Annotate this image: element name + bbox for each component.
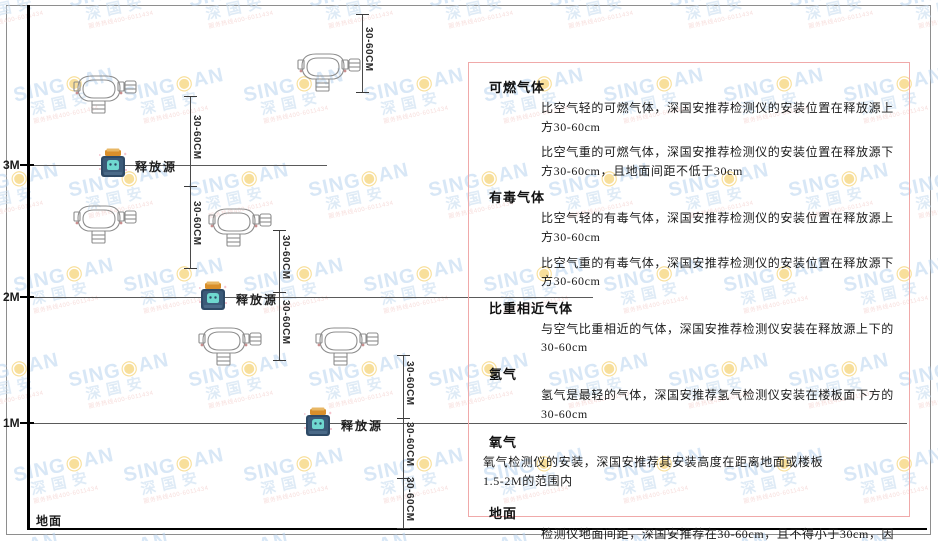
guidance-section: 氢气氢气是最轻的气体，深国安推荐氢气检测仪安装在楼板面下方的30-60cm <box>483 364 895 423</box>
guidance-section-title: 氧气 <box>489 435 518 451</box>
dimension-tick <box>273 292 286 293</box>
level-line-3M <box>27 165 327 166</box>
dimension-label: 30-60CM <box>404 477 415 522</box>
dimension-line <box>279 230 280 360</box>
dimension-tick <box>397 418 410 419</box>
gas-detector-icon <box>193 322 263 375</box>
dimension-tick <box>397 478 410 479</box>
guidance-section-title: 氢气 <box>489 366 518 382</box>
guidance-paragraph: 比空气重的有毒气体，深国安推荐检测仪的安装位置在释放源下方30-60cm <box>541 255 894 289</box>
guidance-paragraph: 检测仪地面间距，深国安推荐在30-60cm，且不得小于30cm，因为过低容易水浸… <box>541 527 895 541</box>
dimension-line <box>403 355 404 528</box>
guidance-section: 比重相近气体与空气比重相近的气体，深国安推荐检测仪安装在释放源上下的30-60c… <box>483 298 895 357</box>
gas-detector-icon <box>203 203 273 256</box>
horizontal-axis <box>27 528 927 530</box>
dimension-label: 30-60CM <box>404 422 415 467</box>
gas-detector-icon <box>310 322 380 375</box>
gas-detector-icon <box>68 200 138 253</box>
release-source-icon <box>198 281 228 318</box>
level-line-1M <box>27 423 907 424</box>
guidance-section: 可燃气体比空气轻的可燃气体，深国安推荐检测仪的安装位置在释放源上方30-60cm… <box>483 77 895 180</box>
guidance-section: 有毒气体比空气轻的有毒气体，深国安推荐检测仪的安装位置在释放源上方30-60cm… <box>483 187 895 290</box>
dimension-tick <box>184 186 197 187</box>
release-source-label: 释放源 <box>236 293 279 307</box>
diagram-frame <box>6 5 931 535</box>
dimension-label: 30-60CM <box>280 300 291 345</box>
guidance-section: 氧气氧气检测仪的安装，深国安推荐其安装高度在距离地面或楼板1.5-2M的范围内 <box>483 430 895 497</box>
label-connector <box>345 297 363 298</box>
guidance-paragraph: 比空气重的可燃气体，深国安推荐检测仪的安装位置在释放源下方30-60cm，且地面… <box>541 145 894 178</box>
release-source-label: 释放源 <box>135 160 178 174</box>
guidance-paragraph: 比空气轻的有毒气体，深国安推荐检测仪的安装位置在释放源上方30-60cm <box>541 211 894 244</box>
gas-guidance-panel: 可燃气体比空气轻的可燃气体，深国安推荐检测仪的安装位置在释放源上方30-60cm… <box>468 62 910 541</box>
dimension-label: 30-60CM <box>404 360 415 406</box>
guidance-section-title: 可燃气体 <box>489 80 546 95</box>
vertical-axis <box>27 5 30 530</box>
dimension-line <box>190 96 191 268</box>
guidance-section-title: 有毒气体 <box>489 190 546 206</box>
level-line-2M <box>27 297 593 298</box>
dimension-label: 30-60CM <box>191 115 202 160</box>
gas-detector-icon <box>68 70 138 123</box>
ground-label: 地面 <box>36 514 63 528</box>
level-label-2M: 2M <box>3 290 20 304</box>
dimension-tick <box>356 92 369 93</box>
guidance-paragraph: 比空气轻的可燃气体，深国安推荐检测仪的安装位置在释放源上方30-60cm <box>541 101 894 134</box>
release-source-label: 释放源 <box>341 419 384 433</box>
level-tick-3M <box>20 164 34 166</box>
level-tick-2M <box>20 296 34 298</box>
level-label-3M: 3M <box>3 158 20 172</box>
level-tick-1M <box>20 422 34 424</box>
gas-detector-icon <box>292 48 362 101</box>
dimension-label: 30-60CM <box>191 201 202 246</box>
dimension-tick <box>273 360 286 361</box>
dimension-label: 30-60CM <box>280 235 291 280</box>
dimension-tick <box>356 14 369 15</box>
release-source-icon <box>98 148 128 185</box>
guidance-paragraph: 氧气检测仪的安装，深国安推荐其安装高度在距离地面或楼板1.5-2M的范围内 <box>483 455 824 488</box>
guidance-paragraph: 氢气是最轻的气体，深国安推荐氢气检测仪安装在楼板面下方的30-60cm <box>541 387 894 421</box>
guidance-paragraph: 与空气比重相近的气体，深国安推荐检测仪安装在释放源上下的30-60cm <box>541 321 894 355</box>
label-connector <box>383 423 403 424</box>
dimension-label: 30-60CM <box>363 27 374 72</box>
guidance-section-title: 比重相近气体 <box>489 300 574 316</box>
dimension-tick <box>184 268 197 269</box>
dimension-tick <box>273 230 286 231</box>
guidance-section: 地面检测仪地面间距，深国安推荐在30-60cm，且不得小于30cm，因为过低容易… <box>483 503 895 541</box>
release-source-icon <box>303 407 333 444</box>
dimension-tick <box>184 96 197 97</box>
level-label-1M: 1M <box>3 416 20 430</box>
dimension-line <box>362 14 363 92</box>
dimension-tick <box>397 355 410 356</box>
guidance-section-title: 地面 <box>489 506 518 522</box>
dimension-tick <box>397 528 410 529</box>
